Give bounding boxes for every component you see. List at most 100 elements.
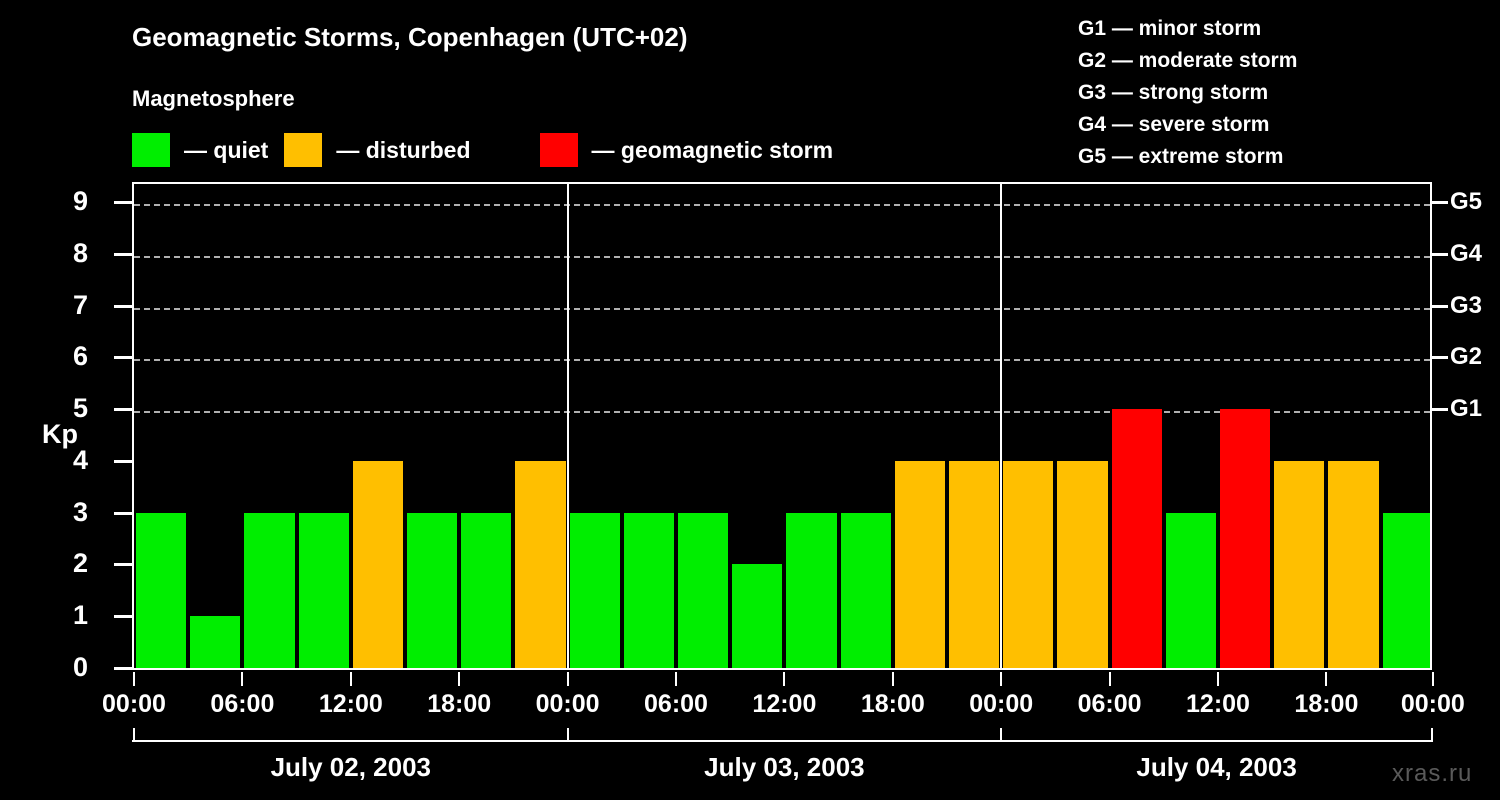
y-tick-mark-1 <box>114 615 132 619</box>
x-tick-label-4: 00:00 <box>535 690 600 718</box>
x-tick-label-9: 06:00 <box>1077 690 1142 718</box>
x-tick-mark-8 <box>1000 672 1003 686</box>
y-tick-label-2: 2 <box>72 548 88 579</box>
bar-3[interactable] <box>298 512 349 668</box>
date-bracket-tick-1 <box>566 728 569 742</box>
x-tick-mark-2 <box>349 672 352 686</box>
x-tick-mark-1 <box>241 672 244 686</box>
bar-8[interactable] <box>569 512 620 668</box>
bar-9[interactable] <box>623 512 674 668</box>
y-tick-label-5: 5 <box>72 393 88 424</box>
y-tick-label-9: 9 <box>72 186 88 216</box>
g-tick-mark-G1 <box>1432 408 1448 412</box>
bar-4[interactable] <box>352 460 403 668</box>
gridline-kp-5 <box>134 411 1430 414</box>
bar-14[interactable] <box>894 460 945 668</box>
bar-5[interactable] <box>407 512 458 668</box>
g-tick-label-G5: G5 <box>1450 188 1483 215</box>
g-legend-item-g5: G5 — extreme storm <box>1078 145 1284 168</box>
day-separator-1 <box>566 184 569 668</box>
x-tick-label-7: 18:00 <box>860 690 925 718</box>
chart-subtitle: Magnetosphere <box>132 86 295 111</box>
g-tick-label-G2: G2 <box>1450 343 1483 371</box>
x-tick-mark-6 <box>783 672 786 686</box>
g-legend-item-g1: G1 — minor storm <box>1078 17 1262 40</box>
y-tick-mark-4 <box>114 459 132 463</box>
y-tick-mark-6 <box>114 356 132 360</box>
g-tick-mark-G2 <box>1432 356 1448 360</box>
date-label-0: July 02, 2003 <box>270 752 432 782</box>
g-legend-item-g4: G4 — severe storm <box>1078 113 1270 136</box>
bar-19[interactable] <box>1165 512 1216 668</box>
x-tick-label-2: 12:00 <box>318 690 383 718</box>
x-tick-label-6: 12:00 <box>752 690 817 718</box>
y-tick-mark-7 <box>114 304 132 308</box>
y-tick-label-6: 6 <box>72 341 88 372</box>
bar-6[interactable] <box>461 512 512 668</box>
gridline-kp-6 <box>134 359 1430 362</box>
x-tick-label-10: 12:00 <box>1186 690 1250 718</box>
y-tick-mark-3 <box>114 511 132 515</box>
date-bracket-tick-0 <box>133 728 135 742</box>
bar-2[interactable] <box>244 512 295 668</box>
bar-17[interactable] <box>1057 460 1108 668</box>
x-tick-mark-7 <box>891 672 894 686</box>
x-tick-label-1: 06:00 <box>210 690 275 718</box>
bar-7[interactable] <box>515 460 566 668</box>
bar-1[interactable] <box>190 616 241 668</box>
y-tick-label-0: 0 <box>72 652 88 682</box>
legend-entry-quiet: — quiet <box>132 132 268 168</box>
watermark: xras.ru <box>1392 760 1473 787</box>
y-tick-mark-8 <box>114 252 132 256</box>
page-title: Geomagnetic Storms, Copenhagen (UTC+02) <box>132 22 688 52</box>
bar-0[interactable] <box>136 512 187 668</box>
g-tick-mark-G3 <box>1432 304 1448 308</box>
y-tick-label-1: 1 <box>72 600 88 631</box>
color-legend: — quiet — disturbed — geomagnetic storm <box>132 132 833 168</box>
x-tick-label-11: 18:00 <box>1294 690 1359 718</box>
date-bracket <box>132 740 1432 742</box>
legend-label-geomagnetic-storm: — geomagnetic storm <box>591 136 834 163</box>
x-tick-mark-0 <box>133 672 135 686</box>
y-tick-mark-5 <box>114 408 132 412</box>
y-tick-label-8: 8 <box>72 237 88 268</box>
legend-swatch-disturbed-icon <box>284 133 323 167</box>
legend-entry-geomagnetic-storm: — geomagnetic storm <box>539 132 834 168</box>
y-tick-mark-9 <box>114 201 132 204</box>
bar-21[interactable] <box>1274 460 1325 668</box>
bar-20[interactable] <box>1220 409 1271 668</box>
bar-18[interactable] <box>1111 409 1162 668</box>
bar-13[interactable] <box>840 512 891 668</box>
bar-15[interactable] <box>949 460 1000 668</box>
gridline-kp-7 <box>134 307 1430 310</box>
legend-label-disturbed: — disturbed <box>336 136 471 163</box>
g-tick-mark-G4 <box>1432 252 1448 256</box>
day-separator-2 <box>1000 184 1003 668</box>
x-tick-mark-12 <box>1431 672 1434 686</box>
x-tick-label-8: 00:00 <box>969 690 1034 718</box>
y-tick-label-7: 7 <box>72 289 88 320</box>
y-tick-mark-0 <box>114 667 132 670</box>
gridline-kp-8 <box>134 255 1430 258</box>
bar-16[interactable] <box>1003 460 1054 668</box>
date-bracket-tick-3 <box>1431 728 1433 742</box>
y-tick-mark-2 <box>114 563 132 567</box>
legend-swatch-geomagnetic-storm-icon <box>539 133 578 167</box>
g-tick-label-G4: G4 <box>1450 239 1483 267</box>
date-label-2: July 04, 2003 <box>1136 752 1297 782</box>
g-tick-label-G3: G3 <box>1450 291 1483 319</box>
legend-entry-disturbed: — disturbed <box>284 132 471 168</box>
bar-10[interactable] <box>678 512 729 668</box>
x-tick-label-12: 00:00 <box>1400 690 1465 718</box>
bar-12[interactable] <box>786 512 837 668</box>
bar-23[interactable] <box>1382 512 1430 668</box>
g-tick-mark-G5 <box>1432 201 1448 204</box>
x-tick-mark-5 <box>675 672 677 686</box>
bar-22[interactable] <box>1328 460 1379 668</box>
g-scale-legend: G1 — minor storm G2 — moderate storm G3 — … <box>1078 13 1297 173</box>
x-tick-label-5: 06:00 <box>644 690 708 718</box>
legend-label-quiet: — quiet <box>184 136 269 163</box>
plot-area <box>132 182 1432 670</box>
x-tick-mark-3 <box>458 672 461 686</box>
bar-11[interactable] <box>732 564 783 668</box>
